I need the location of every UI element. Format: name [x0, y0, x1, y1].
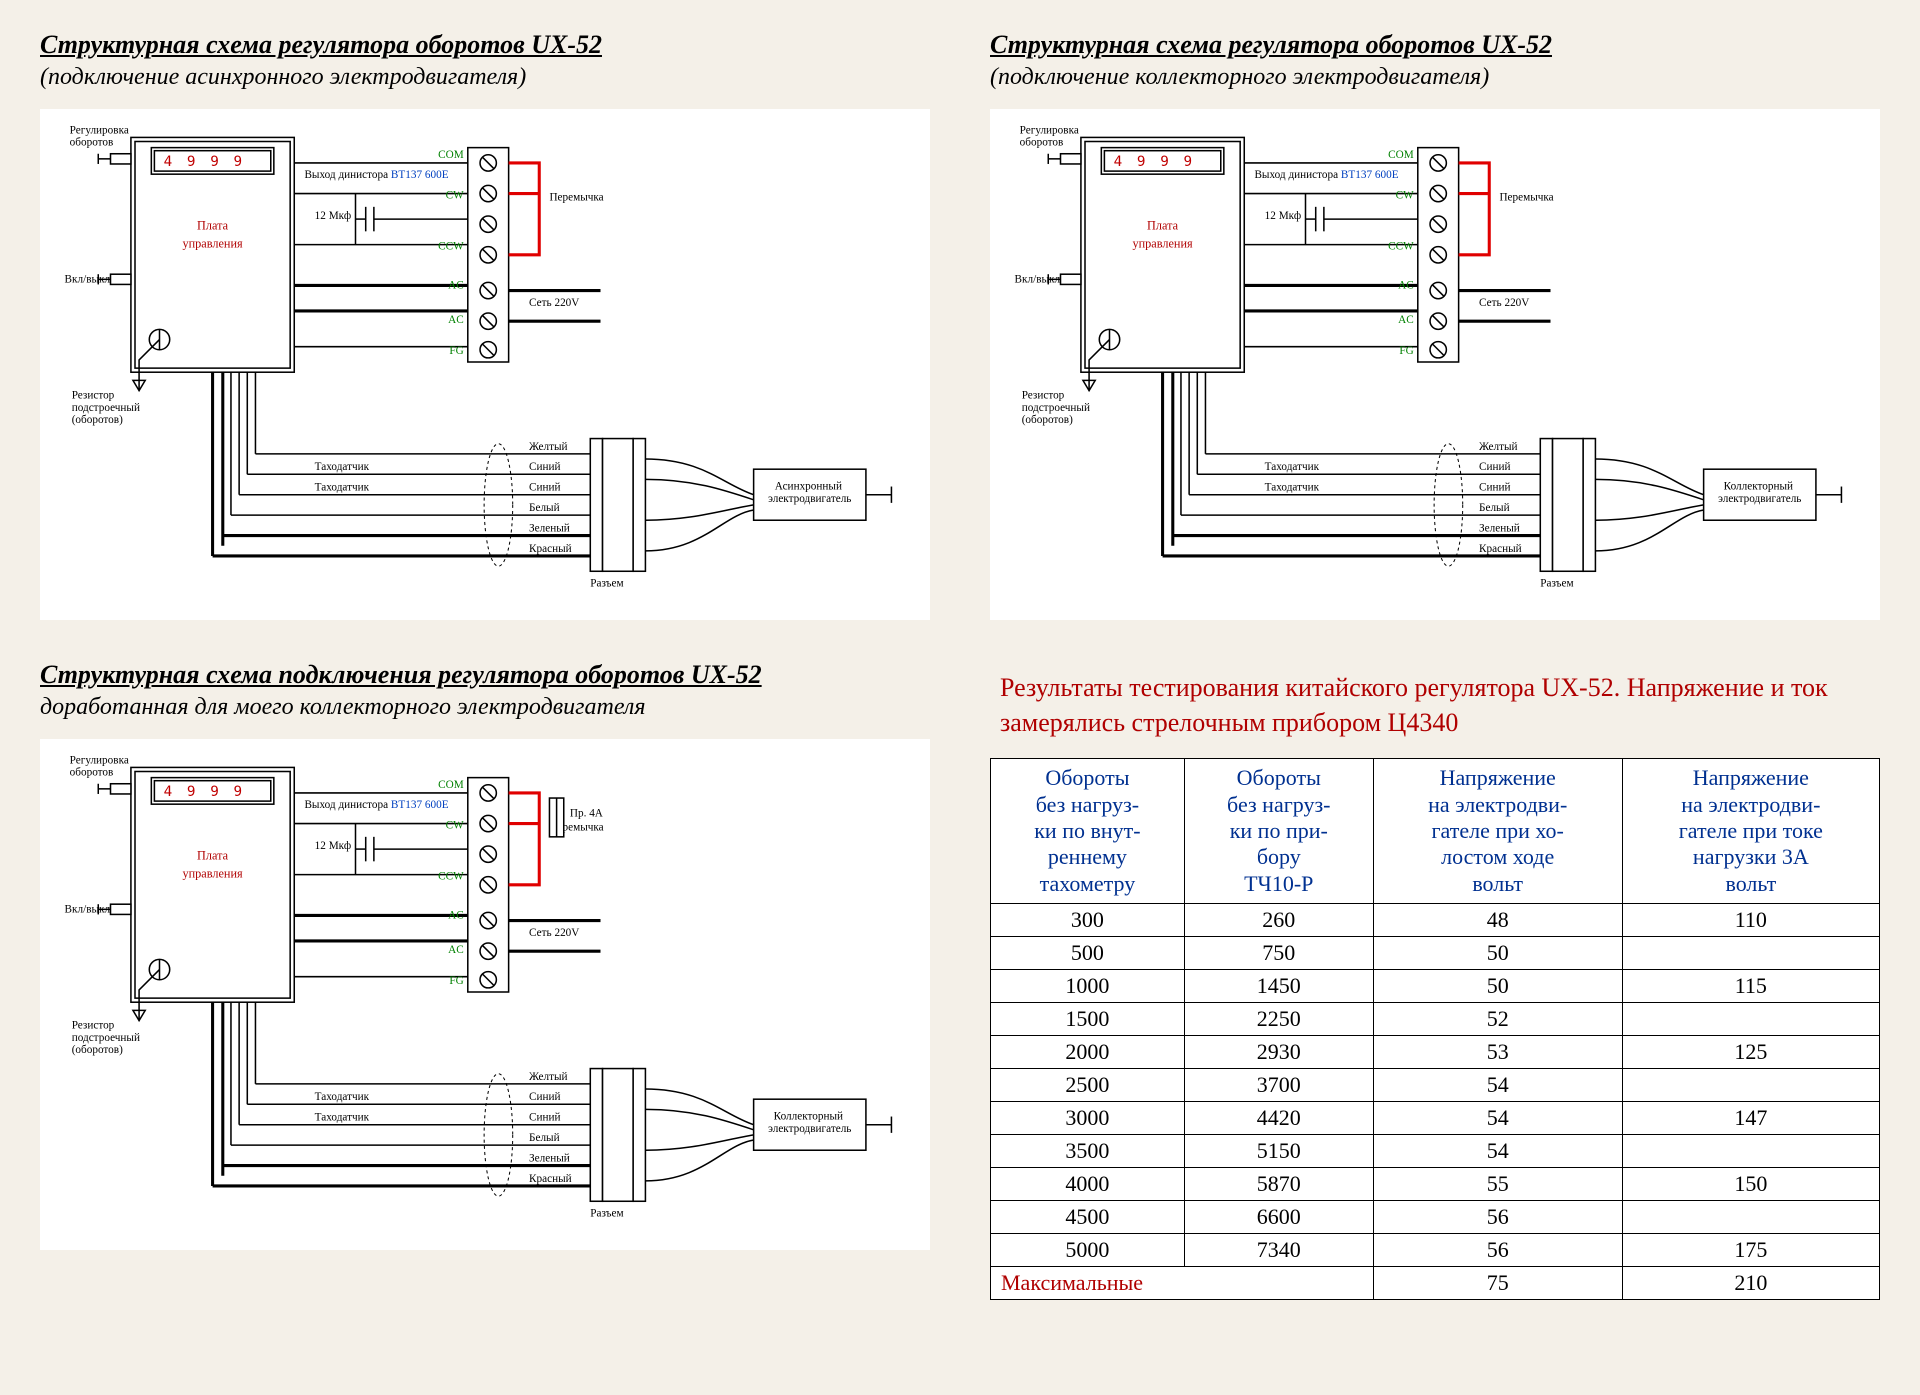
table-cell: 4000 [991, 1168, 1185, 1201]
table-cell: 175 [1622, 1234, 1879, 1267]
table-cell: 53 [1373, 1036, 1622, 1069]
table-cell: 3700 [1184, 1069, 1373, 1102]
table-cell: 56 [1373, 1201, 1622, 1234]
table-cell: 2250 [1184, 1003, 1373, 1036]
table-cell [1622, 937, 1879, 970]
results-table: Обороты без нагруз- ки по внут- реннему … [990, 758, 1880, 1300]
table-cell: 1450 [1184, 970, 1373, 1003]
table-cell: 75 [1373, 1267, 1622, 1300]
d2-subtitle: (подключение коллекторного электродвигат… [990, 64, 1880, 91]
schematic-svg: Коллекторный электродвигатель [998, 117, 1858, 607]
table-cell [1622, 1201, 1879, 1234]
d1-title: Структурная схема регулятора оборотов UX… [40, 30, 930, 60]
table-cell: 4420 [1184, 1102, 1373, 1135]
d2-title: Структурная схема регулятора оборотов UX… [990, 30, 1880, 60]
table-cell [1622, 1069, 1879, 1102]
table-cell: 6600 [1184, 1201, 1373, 1234]
table-cell: 500 [991, 937, 1185, 970]
table-cell: 5000 [991, 1234, 1185, 1267]
col-header: Обороты без нагруз- ки по при- бору ТЧ10… [1184, 759, 1373, 904]
table-cell: 7340 [1184, 1234, 1373, 1267]
table-cell: 1000 [991, 970, 1185, 1003]
table-cell: 55 [1373, 1168, 1622, 1201]
table-cell: 4500 [991, 1201, 1185, 1234]
table-cell: 147 [1622, 1102, 1879, 1135]
table-cell: 5150 [1184, 1135, 1373, 1168]
diagram-collector: Структурная схема регулятора оборотов UX… [990, 30, 1880, 620]
d3-title: Структурная схема подключения регулятора… [40, 660, 930, 690]
table-cell: 1500 [991, 1003, 1185, 1036]
max-label: Максимальные [991, 1267, 1374, 1300]
table-cell: 50 [1373, 970, 1622, 1003]
table-cell: 150 [1622, 1168, 1879, 1201]
table-cell: 2000 [991, 1036, 1185, 1069]
table-cell: 260 [1184, 904, 1373, 937]
table-cell: 54 [1373, 1069, 1622, 1102]
table-cell: 115 [1622, 970, 1879, 1003]
schematic-svg: Пр. 4A Коллекторный электродвигатель [48, 747, 908, 1237]
svg-text:Асинхронный электрод: Асинхронный электродвигатель [768, 481, 851, 505]
col-header: Напряжение на электродви- гателе при хо-… [1373, 759, 1622, 904]
col-header: Обороты без нагруз- ки по внут- реннему … [991, 759, 1185, 904]
svg-text:Коллекторный электро: Коллекторный электродвигатель [1718, 481, 1801, 505]
table-cell: 750 [1184, 937, 1373, 970]
d3-subtitle: доработанная для моего коллекторного эле… [40, 694, 930, 721]
table-title: Результаты тестирования китайского регул… [1000, 670, 1880, 740]
table-cell: 2500 [991, 1069, 1185, 1102]
diagram-modified: Структурная схема подключения регулятора… [40, 660, 930, 1300]
col-header: Напряжение на электродви- гателе при ток… [1622, 759, 1879, 904]
svg-text:Коллекторный электро: Коллекторный электродвигатель [768, 1111, 851, 1135]
table-cell: 110 [1622, 904, 1879, 937]
diagram-async: Структурная схема регулятора оборотов UX… [40, 30, 930, 620]
table-cell [1622, 1003, 1879, 1036]
schematic-svg: Асинхронный электродвигатель [48, 117, 908, 607]
table-cell: 210 [1622, 1267, 1879, 1300]
table-cell: 54 [1373, 1135, 1622, 1168]
table-cell: 300 [991, 904, 1185, 937]
table-cell: 125 [1622, 1036, 1879, 1069]
table-cell: 5870 [1184, 1168, 1373, 1201]
d1-subtitle: (подключение асинхронного электродвигате… [40, 64, 930, 91]
table-cell: 3000 [991, 1102, 1185, 1135]
table-cell: 2930 [1184, 1036, 1373, 1069]
table-cell [1622, 1135, 1879, 1168]
table-cell: 52 [1373, 1003, 1622, 1036]
table-cell: 3500 [991, 1135, 1185, 1168]
table-cell: 56 [1373, 1234, 1622, 1267]
table-cell: 50 [1373, 937, 1622, 970]
table-cell: 48 [1373, 904, 1622, 937]
results-table-panel: Результаты тестирования китайского регул… [990, 660, 1880, 1300]
svg-text:Пр. 4A: Пр. 4A [570, 807, 604, 819]
table-cell: 54 [1373, 1102, 1622, 1135]
